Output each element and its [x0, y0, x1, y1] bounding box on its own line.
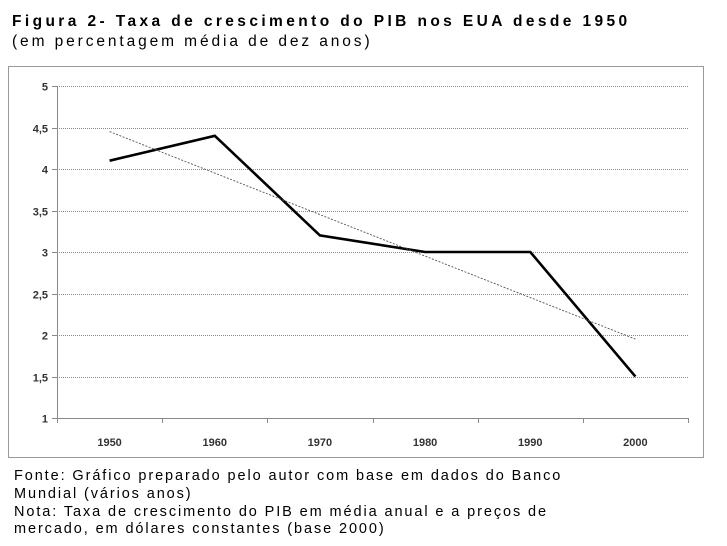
x-tick-label: 2000: [623, 437, 647, 449]
y-tick-label: 4,5: [33, 124, 48, 136]
x-tick-labels: 1950 1960 1970 1980 1990 2000: [97, 437, 647, 449]
series-line-gdp-growth: [109, 134, 637, 378]
y-tick-label: 4: [42, 165, 49, 177]
x-tick-label: 1950: [97, 437, 121, 449]
figure-subtitle: (em percentagem média de dez anos): [12, 33, 373, 50]
y-tick-label: 2,5: [33, 290, 48, 302]
x-tick-label: 1960: [203, 437, 227, 449]
series: [109, 131, 637, 378]
line-chart: 1 1,5 2 2,5 3 3,5 4 4,5 5 1950 1960 1970 1980 1990 20…: [33, 82, 689, 449]
gridlines: [57, 86, 688, 378]
y-tick-label: 1,5: [33, 373, 48, 385]
source-line-2: Mundial (vários anos): [14, 485, 193, 502]
x-tick-label: 1990: [518, 437, 542, 449]
note-line-2: mercado, em dólares constantes (base 200…: [14, 521, 386, 538]
y-tick-label: 2: [42, 331, 48, 343]
axes: [52, 86, 689, 423]
figure-title: Figura 2- Taxa de crescimento do PIB nos…: [12, 13, 631, 30]
x-tick-label: 1970: [308, 437, 332, 449]
figure-notes: Fonte: Gráfico preparado pelo autor com …: [14, 468, 714, 539]
x-tick-label: 1980: [413, 437, 437, 449]
trendline: [109, 131, 636, 340]
y-tick-label: 1: [42, 414, 48, 426]
y-tick-label: 5: [42, 82, 48, 94]
source-line-1: Fonte: Gráfico preparado pelo autor com …: [14, 468, 563, 484]
y-tick-labels: 1 1,5 2 2,5 3 3,5 4 4,5 5: [33, 82, 49, 426]
chart-frame: 1 1,5 2 2,5 3 3,5 4 4,5 5 1950 1960 1970 1980 1990 20…: [8, 66, 704, 458]
y-tick-label: 3: [42, 248, 48, 260]
y-tick-label: 3,5: [33, 207, 48, 219]
note-line-1: Nota: Taxa de crescimento do PIB em médi…: [14, 503, 548, 520]
